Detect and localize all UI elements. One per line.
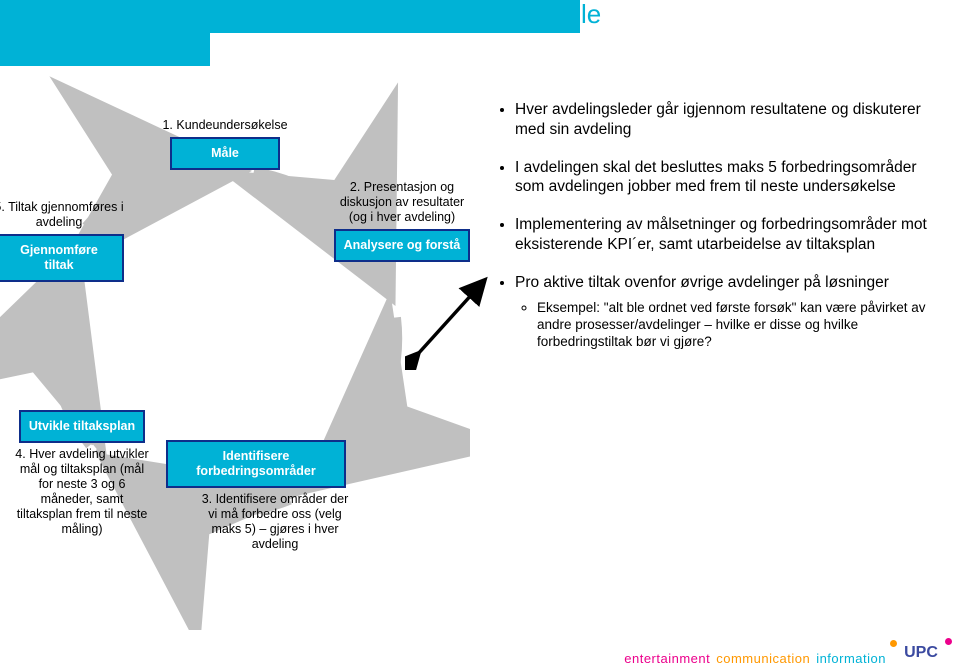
bullet-4: Pro aktive tiltak ovenfor øvrige avdelin… xyxy=(515,273,945,351)
node2-caption: 2. Presentasjon og diskusjon av resultat… xyxy=(332,180,472,225)
logo-word-3: information xyxy=(816,651,886,666)
logo-word-2: communication xyxy=(716,651,810,666)
footer-logo: entertainment communication information … xyxy=(624,640,950,666)
node5-caption: 5. Tiltak gjennomføres i avdeling xyxy=(0,200,124,230)
node2-box: Analysere og forstå xyxy=(334,229,471,262)
node-utvikle: Utvikle tiltaksplan 4. Hver avdeling utv… xyxy=(12,410,152,537)
bullet-1: Hver avdelingsleder går igjennom resulta… xyxy=(515,100,945,140)
upc-logo-icon: UPC xyxy=(892,640,950,666)
node1-box: Måle xyxy=(170,137,280,170)
node3-caption: 3. Identifisere områder der vi må forbed… xyxy=(200,492,350,552)
bullet-4-text: Pro aktive tiltak ovenfor øvrige avdelin… xyxy=(515,274,889,291)
node5-box: Gjennomføre tiltak xyxy=(0,234,124,282)
node3-box: Identifisere forbedringsområder xyxy=(166,440,346,488)
upc-text: UPC xyxy=(904,644,938,662)
bullet-list: Hver avdelingsleder går igjennom resulta… xyxy=(495,100,945,369)
node-gjennomfore: 5. Tiltak gjennomføres i avdeling Gjenno… xyxy=(0,200,124,282)
node-identifisere: Identifisere forbedringsområder 3. Ident… xyxy=(166,440,346,552)
node4-box: Utvikle tiltaksplan xyxy=(19,410,145,443)
node1-caption: 1. Kundeundersøkelse xyxy=(162,118,288,133)
bullet-3: Implementering av målsetninger og forbed… xyxy=(515,215,945,255)
node4-caption: 4. Hver avdeling utvikler mål og tiltaks… xyxy=(12,447,152,537)
logo-word-1: entertainment xyxy=(624,651,710,666)
title-bar-1 xyxy=(0,0,580,33)
bullet-2: I avdelingen skal det besluttes maks 5 f… xyxy=(515,158,945,198)
node-analysere: 2. Presentasjon og diskusjon av resultat… xyxy=(332,180,472,262)
title-bar-2 xyxy=(0,33,210,66)
node-maale: 1. Kundeundersøkelse Måle xyxy=(162,118,288,170)
cycle-diagram: 1. Kundeundersøkelse Måle 2. Presentasjo… xyxy=(0,70,470,630)
bullet-4-sub: Eksempel: "alt ble ordnet ved første for… xyxy=(537,299,945,351)
